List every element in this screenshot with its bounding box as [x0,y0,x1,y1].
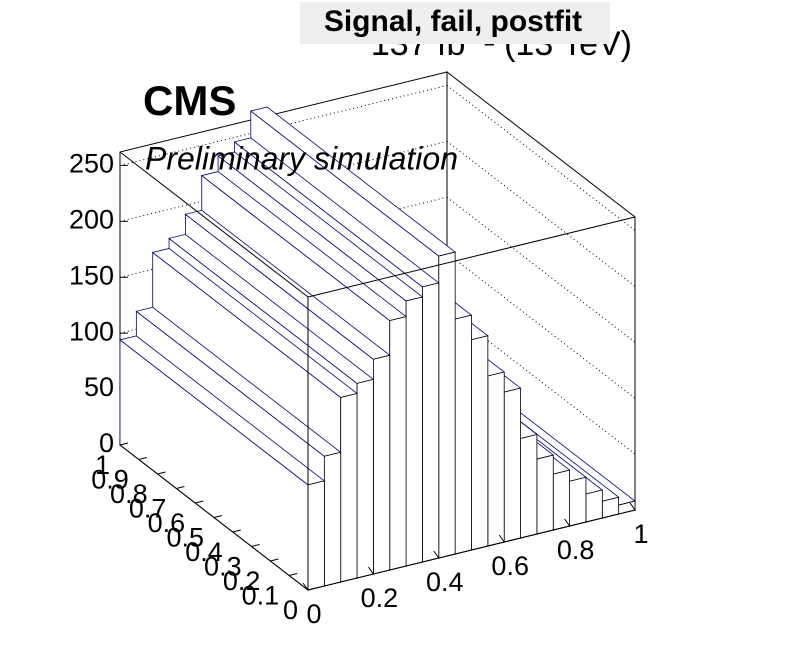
bar-front-face [569,476,587,527]
z-tick-label: 250 [69,149,114,179]
bar-front-face [438,251,456,559]
x-tick [498,534,505,543]
y-tick-label: 0.7 [129,494,167,524]
y-tick-label: 0.6 [148,508,186,538]
bar-front-face [405,296,423,567]
y-tick-label: 0.1 [242,581,280,611]
chart-title: Signal, fail, postfit [324,5,582,38]
x-tick-label: 0.2 [361,583,399,613]
bar-front-face [372,354,391,575]
frame-edge [119,151,309,298]
bar-front-face [536,454,554,535]
z-tick-label: 150 [69,260,114,290]
y-tick [232,529,241,533]
y-tick [119,442,129,446]
bar-front-face [454,314,472,555]
z-tick-label: 50 [84,372,114,402]
bar-front-face [323,451,342,587]
frame-edge [307,509,636,591]
bar-front-face [422,282,440,563]
bar-front-face [356,378,374,579]
y-tick [157,471,166,475]
x-tick-label: 0.8 [557,535,595,565]
x-tick [302,582,309,591]
x-tick [629,502,636,511]
x-tick [367,566,374,575]
x-tick-label: 1 [633,519,648,549]
bar-front-face [503,387,521,543]
z-tick-label: 0 [99,428,114,458]
grid-line [446,140,636,287]
z-tick-label: 200 [69,204,114,234]
bar-front-face [307,480,325,591]
y-tick-label: 0.4 [185,537,223,567]
bar-front-face [585,489,603,523]
bar-front-face [552,469,570,531]
bar-front-face [389,316,407,571]
y-tick-label: 1 [95,450,110,480]
z-tick-label: 100 [69,316,114,346]
bar-front-face [487,371,505,547]
bar [119,335,326,591]
y-tick [251,544,260,547]
y-tick [270,558,279,562]
x-tick-label: 0.4 [426,567,464,597]
y-tick-label: 0.2 [223,566,261,596]
title-box [300,2,610,44]
grid-line [446,196,636,343]
y-tick [289,573,298,576]
x-tick [564,518,571,527]
y-tick [195,500,204,504]
y-tick [176,486,185,489]
x-tick-label: 0.6 [491,551,529,581]
y-tick-label: 0.3 [204,552,242,582]
plot-area: 05010015020025000.20.40.60.8100.10.20.30… [69,70,649,629]
bar-front-face [340,392,358,583]
x-tick-label: 0 [306,599,321,629]
bar-front-face [520,433,538,539]
y-tick-label: 0.5 [166,523,204,553]
grid-line [446,85,636,231]
y-tick-label: 0.9 [91,465,129,495]
y-tick [307,587,317,591]
extra-label: Preliminary simulation [145,140,458,176]
y-tick-label: 0 [283,595,298,625]
frame-edge [307,216,636,298]
y-tick [213,515,223,518]
x-tick [433,550,440,559]
experiment-label: CMS [143,77,236,124]
y-tick [138,457,147,460]
bar-front-face [471,335,489,551]
y-tick-label: 0.8 [110,479,148,509]
